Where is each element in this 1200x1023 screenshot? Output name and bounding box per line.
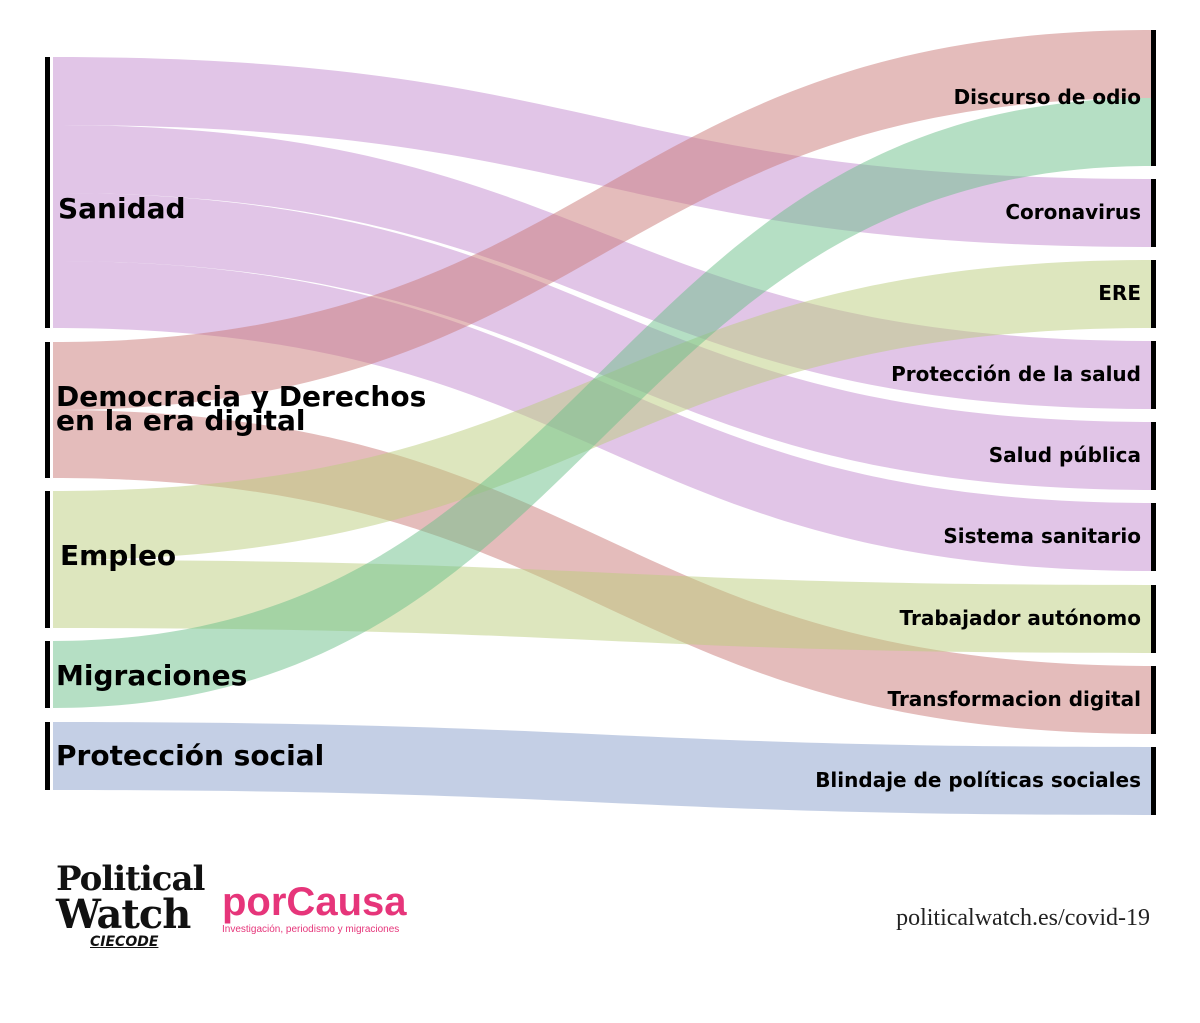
- link-proteccion_social-to-blindaje: [53, 722, 1153, 815]
- node-label-democracia-line-1: Democracia y Derechos: [56, 380, 426, 413]
- node-bar-proteccion_salud: [1151, 341, 1156, 409]
- node-label-discurso: Discurso de odio: [954, 85, 1141, 109]
- porcausa-logo-name: porCausa: [222, 880, 407, 924]
- node-label-transformacion: Transformacion digital: [888, 687, 1142, 711]
- node-bar-empleo: [45, 491, 50, 628]
- node-label-migraciones: Migraciones: [56, 659, 247, 692]
- node-bar-democracia: [45, 342, 50, 478]
- link-sanidad-to-salud_publica: [53, 193, 1153, 490]
- node-bar-discurso: [1151, 30, 1156, 166]
- node-bar-ere: [1151, 260, 1156, 328]
- node-bar-trabajador: [1151, 585, 1156, 653]
- node-label-salud_publica: Salud pública: [989, 443, 1141, 467]
- node-label-democracia-line-2: en la era digital: [56, 404, 306, 437]
- political-watch-logo-line1: Political: [56, 859, 205, 899]
- node-bar-sanidad: [45, 57, 50, 328]
- node-bar-transformacion: [1151, 666, 1156, 734]
- porcausa-logo: porCausa Investigación, periodismo y mig…: [222, 882, 407, 935]
- political-watch-logo-line2: Watch: [56, 891, 191, 938]
- node-label-sistema_sanitario: Sistema sanitario: [943, 524, 1141, 548]
- node-bar-blindaje: [1151, 747, 1156, 815]
- node-label-ere: ERE: [1098, 281, 1141, 305]
- node-label-sanidad: Sanidad: [58, 192, 186, 225]
- node-bar-salud_publica: [1151, 422, 1156, 490]
- node-label-proteccion_salud: Protección de la salud: [891, 362, 1141, 386]
- node-label-coronavirus: Coronavirus: [1005, 200, 1141, 224]
- link-democracia-to-discurso: [53, 30, 1153, 410]
- political-watch-logo: Political Watch CIECODE: [56, 859, 205, 950]
- node-label-empleo: Empleo: [60, 539, 176, 572]
- node-bar-migraciones: [45, 641, 50, 708]
- node-bar-sistema_sanitario: [1151, 503, 1156, 571]
- node-label-proteccion_social: Protección social: [56, 739, 324, 772]
- ciecode-logo-text: CIECODE: [90, 934, 159, 950]
- nodes-layer: [45, 30, 1156, 815]
- node-label-blindaje: Blindaje de políticas sociales: [815, 768, 1141, 792]
- node-bar-coronavirus: [1151, 179, 1156, 247]
- source-url: politicalwatch.es/covid-19: [896, 905, 1150, 931]
- porcausa-logo-tagline: Investigación, periodismo y migraciones: [222, 924, 400, 935]
- node-bar-proteccion_social: [45, 722, 50, 790]
- links-layer: [53, 30, 1153, 815]
- node-label-trabajador: Trabajador autónomo: [900, 606, 1141, 630]
- link-migraciones-to-discurso: [53, 98, 1153, 708]
